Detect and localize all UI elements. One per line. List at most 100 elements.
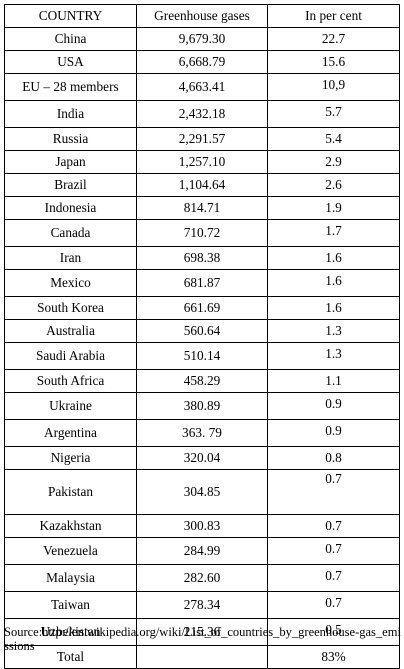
country-cell: Kazakhstan [4,514,137,538]
gases-cell: 215.36 [136,618,268,646]
gases-cell: 710.72 [136,219,268,247]
table-body: China 9,679.30 22.7 USA 6,668.79 15.6 EU – 28 … [4,27,400,669]
percent-cell: 22.7 [267,27,400,51]
table-row: Taiwan 278.34 0.7 [4,591,400,619]
table-row: Malaysia 282.60 0.7 [4,564,400,592]
percent-cell: 2.6 [267,173,400,197]
table-row: South Africa 458.29 1.1 [4,369,400,393]
gases-cell: 278.34 [136,591,268,619]
country-cell: Australia [4,319,137,343]
percent-cell: 0.7 [267,537,400,565]
table-row: USA 6,668.79 15.6 [4,50,400,74]
percent-cell: 5.4 [267,127,400,151]
gases-cell: 282.60 [136,564,268,592]
gases-cell: 304.85 [136,469,268,515]
country-cell: Malaysia [4,564,137,592]
percent-cell: 15.6 [267,50,400,74]
table-row: EU – 28 members 4,663.41 10,9 [4,73,400,101]
country-cell: Ukraine [4,392,137,420]
table-row: Mexico 681.87 1.6 [4,269,400,297]
country-cell: Brazil [4,173,137,197]
country-cell: Argentina [4,419,137,447]
percent-cell: 0.7 [267,469,400,515]
country-cell: Mexico [4,269,137,297]
country-cell: USA [4,50,137,74]
table-header-row: COUNTRY Greenhouse gases In per cent [4,4,400,28]
table-row: Indonesia 814.71 1.9 [4,196,400,220]
country-cell: EU – 28 members [4,73,137,101]
country-cell: India [4,100,137,128]
table-row: India 2,432.18 5.7 [4,100,400,128]
gases-cell: 300.83 [136,514,268,538]
table-row: South Korea 661.69 1.6 [4,296,400,320]
gases-cell: 4,663.41 [136,73,268,101]
gases-cell: 6,668.79 [136,50,268,74]
header-percent: In per cent [267,4,400,28]
gases-cell: 560.64 [136,319,268,343]
percent-cell: 0.7 [267,591,400,619]
gases-cell: 2,291.57 [136,127,268,151]
country-cell: Taiwan [4,591,137,619]
country-cell: Japan [4,150,137,174]
table-row: Japan 1,257.10 2.9 [4,150,400,174]
table-row: Argentina 363. 79 0.9 [4,419,400,447]
country-cell: China [4,27,137,51]
gases-cell: 1,104.64 [136,173,268,197]
gases-cell: 458.29 [136,369,268,393]
country-cell: Canada [4,219,137,247]
country-cell: South Africa [4,369,137,393]
gases-cell: 363. 79 [136,419,268,447]
country-cell: Uzbekistan [4,618,137,646]
percent-cell: 0.7 [267,514,400,538]
table-row: Saudi Arabia 510.14 1.3 [4,342,400,370]
gases-cell: 320.04 [136,446,268,470]
table-row: Australia 560.64 1.3 [4,319,400,343]
percent-cell: 2.9 [267,150,400,174]
gases-cell: 698.38 [136,246,268,270]
header-greenhouse-gases: Greenhouse gases [136,4,268,28]
table-row: Nigeria 320.04 0.8 [4,446,400,470]
percent-cell: 1.6 [267,296,400,320]
gases-cell: 2,432.18 [136,100,268,128]
country-cell: Pakistan [4,469,137,515]
country-cell: Saudi Arabia [4,342,137,370]
header-country: COUNTRY [4,4,137,28]
gases-cell: 510.14 [136,342,268,370]
gases-cell: 661.69 [136,296,268,320]
gases-cell: 380.89 [136,392,268,420]
percent-cell: 5.7 [267,100,400,128]
country-cell: Russia [4,127,137,151]
table-row: Venezuela 284.99 0.7 [4,537,400,565]
percent-cell: 0.9 [267,419,400,447]
source-note: Source:http://en.wikipedia.org/wiki/List… [4,625,401,653]
country-cell: Indonesia [4,196,137,220]
table-row: Russia 2,291.57 5.4 [4,127,400,151]
percent-cell: 1.3 [267,319,400,343]
gases-cell: 9,679.30 [136,27,268,51]
percent-cell: 1.9 [267,196,400,220]
table-row: Canada 710.72 1.7 [4,219,400,247]
table-row: Kazakhstan 300.83 0.7 [4,514,400,538]
percent-cell: 10,9 [267,73,400,101]
country-cell: South Korea [4,296,137,320]
table-row: Ukraine 380.89 0.9 [4,392,400,420]
table-row: Iran 698.38 1.6 [4,246,400,270]
country-cell: Nigeria [4,446,137,470]
gases-cell: 1,257.10 [136,150,268,174]
table-row: China 9,679.30 22.7 [4,27,400,51]
percent-cell: 0.8 [267,446,400,470]
table-row: Uzbekistan 215.36 0.5 [4,618,400,646]
percent-cell: 1.3 [267,342,400,370]
table-row: Pakistan 304.85 0.7 [4,469,400,515]
percent-cell: 1.1 [267,369,400,393]
gases-cell: 814.71 [136,196,268,220]
emissions-table: COUNTRY Greenhouse gases In per cent Chi… [4,4,400,669]
percent-cell: 1.6 [267,269,400,297]
country-cell: Venezuela [4,537,137,565]
percent-cell: 0.9 [267,392,400,420]
percent-cell: 1.6 [267,246,400,270]
table-row: Brazil 1,104.64 2.6 [4,173,400,197]
gases-cell: 284.99 [136,537,268,565]
percent-cell: 0.7 [267,564,400,592]
gases-cell: 681.87 [136,269,268,297]
